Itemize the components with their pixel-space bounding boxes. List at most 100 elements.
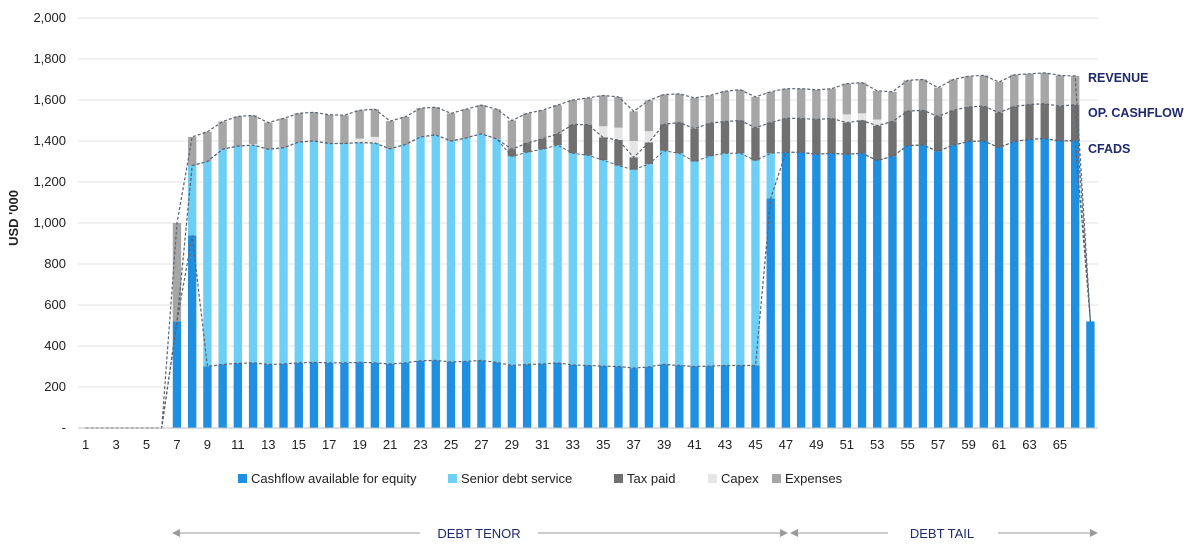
x-tick-label: 23	[413, 437, 427, 452]
bar-segment	[766, 153, 775, 199]
bar-segment	[583, 365, 593, 428]
bar-segment	[477, 360, 486, 428]
bar-segment	[629, 368, 638, 428]
bar-segment	[842, 114, 851, 123]
legend-swatch	[238, 474, 247, 483]
bar-segment	[340, 115, 349, 144]
bar-segment	[248, 115, 258, 145]
bar-segment	[172, 223, 182, 322]
bar-segment	[568, 153, 577, 365]
x-tick-label: 15	[292, 437, 306, 452]
bar-segment	[370, 109, 380, 137]
bar-segment	[248, 362, 258, 428]
legend-item: Capex	[708, 471, 759, 486]
bar-segment	[385, 364, 395, 428]
bar-segment	[416, 136, 425, 361]
bar-segment	[979, 141, 989, 428]
y-tick-label: 600	[44, 297, 66, 312]
bar-segment	[599, 366, 608, 428]
bar-segment	[736, 89, 745, 121]
bar-segment	[675, 153, 684, 366]
bar-segment	[507, 365, 517, 428]
bar-segment	[903, 145, 912, 428]
bar-segment	[1070, 76, 1080, 105]
bar-segment	[370, 136, 380, 144]
bar-segment	[599, 137, 608, 161]
bar-segment	[705, 123, 714, 156]
bar-segment	[933, 151, 943, 428]
bar-segment	[1025, 73, 1034, 105]
series-outline-lines	[85, 72, 1091, 429]
bar-segment	[401, 116, 410, 145]
bar-segment	[294, 142, 303, 363]
bar-segment	[751, 160, 760, 366]
legend: Cashflow available for equity Senior debt…	[238, 471, 843, 486]
bar-segment	[949, 110, 958, 146]
x-tick-label: 13	[261, 437, 275, 452]
bar-segment	[842, 122, 851, 155]
x-tick-label: 63	[1022, 437, 1036, 452]
bar-segment	[462, 109, 471, 138]
bar-segment	[553, 362, 562, 428]
bar-segment	[690, 366, 699, 428]
bar-segment	[705, 155, 714, 367]
bar-segment	[979, 75, 989, 107]
bar-segment	[918, 79, 928, 111]
bar-segment	[538, 138, 547, 150]
bar-segment	[659, 124, 669, 151]
bar-segment	[553, 145, 562, 363]
legend-swatch	[772, 474, 781, 483]
bar-segment	[325, 143, 334, 363]
x-tick-label: 17	[322, 437, 336, 452]
bar-segment	[370, 143, 380, 363]
bar-segment	[766, 91, 775, 123]
bar-segment	[355, 138, 364, 143]
bar-segment	[1010, 74, 1019, 107]
bar-segment	[705, 95, 714, 124]
bar-segment	[690, 128, 699, 162]
bar-segment	[614, 139, 623, 166]
bar-segment	[416, 108, 425, 137]
bar-segment	[203, 366, 212, 428]
bar-segment	[736, 120, 745, 154]
bar-segment	[888, 156, 897, 428]
x-tick-label: 7	[173, 437, 180, 452]
bar-segment	[659, 94, 669, 125]
bar-segment	[644, 131, 654, 143]
x-tick-label: 19	[352, 437, 366, 452]
bar-segment	[827, 88, 836, 119]
x-tick-label: 57	[931, 437, 945, 452]
bar-segment	[203, 131, 212, 162]
bar-segment	[309, 141, 319, 363]
bar-segment	[462, 137, 471, 362]
bar-segment	[766, 198, 775, 428]
debt-tail-label: DEBT TAIL	[910, 526, 974, 541]
bar-segment	[903, 111, 912, 146]
x-tick-label: 35	[596, 437, 610, 452]
debt-tenor-label: DEBT TENOR	[437, 526, 520, 541]
bar-segment	[857, 113, 867, 121]
x-tick-label: 21	[383, 437, 397, 452]
x-tick-label: 3	[112, 437, 119, 452]
y-tick-label: 1,800	[33, 51, 66, 66]
bar-segment	[401, 362, 410, 428]
bar-segment	[1086, 321, 1095, 428]
bar-segment	[416, 360, 425, 428]
y-tick-label: 1,200	[33, 174, 66, 189]
bar-segment	[507, 156, 517, 366]
bar-segment	[203, 161, 212, 367]
bar-segment	[401, 144, 410, 363]
x-tick-label: 51	[840, 437, 854, 452]
bar-segment	[949, 79, 958, 111]
bar-segment	[857, 120, 867, 154]
bar-segment	[751, 365, 760, 428]
bar-segment	[766, 122, 775, 154]
bar-segment	[538, 149, 547, 365]
bar-segment	[629, 111, 638, 141]
line-annotations: REVENUE OP. CASHFLOW CFADS	[1088, 71, 1184, 156]
x-tick-label: 65	[1053, 437, 1067, 452]
bar-segment	[781, 88, 791, 119]
bar-segment	[1040, 103, 1049, 139]
x-tick-label: 45	[748, 437, 762, 452]
bar-segment	[264, 122, 273, 150]
